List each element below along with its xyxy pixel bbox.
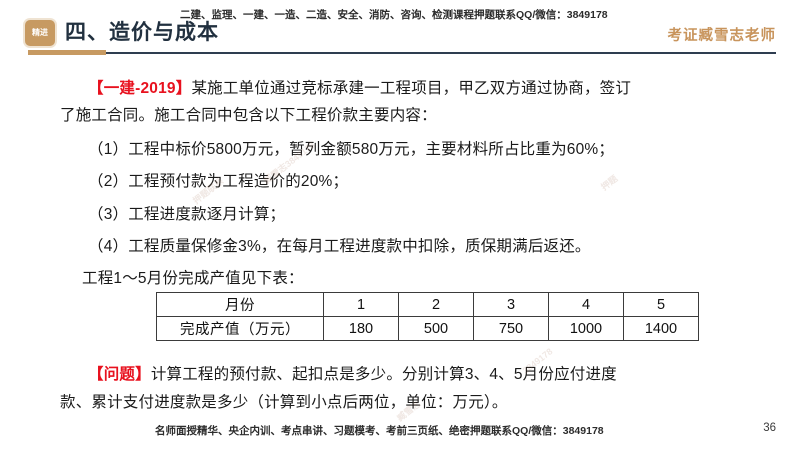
slide-header: 精进 四、造价与成本 二建、监理、一建、一造、二造、安全、消防、咨询、检测课程押… (0, 0, 800, 56)
exam-source-tag: 【一建-2019】 (88, 80, 192, 97)
question-tag: 【问题】 (88, 366, 151, 383)
contract-item-3: （3）工程进度款逐月计算； (88, 206, 286, 223)
teacher-name-label: 考证臧雪志老师 (667, 28, 776, 44)
table-cell-value-1: 180 (323, 316, 399, 341)
footer-promo-text: 名师面授精华、央企内训、考点串讲、习题模考、考前三页纸、绝密押题联系QQ/微信：… (155, 425, 604, 437)
header-divider-accent (28, 50, 106, 55)
output-value-table: 月份 1 2 3 4 5 完成产值（万元） 180 500 750 1000 1… (156, 292, 699, 341)
brand-logo: 精进 (25, 20, 55, 46)
question-prompt-line-1: 【问题】计算工程的预付款、起扣点是多少。分别计算3、4、5月份应付进度 (88, 361, 617, 388)
slide-body: 【一建-2019】某施工单位通过竞标承建一工程项目，甲乙双方通过协商，签订 了施… (0, 56, 800, 423)
question-intro-text-1: 某施工单位通过竞标承建一工程项目，甲乙双方通过协商，签订 (191, 80, 632, 97)
table-row: 完成产值（万元） 180 500 750 1000 1400 (156, 316, 699, 341)
header-divider (28, 52, 776, 54)
table-caption: 工程1～5月份完成产值见下表： (82, 270, 304, 287)
table-cell-value-5: 1400 (623, 316, 699, 341)
table-cell-value-3: 750 (473, 316, 549, 341)
page-title: 四、造价与成本 (65, 21, 219, 44)
table-cell-month-3: 3 (473, 292, 549, 317)
page-number: 36 (763, 422, 776, 434)
table-row: 月份 1 2 3 4 5 (156, 292, 699, 317)
question-intro-line-2: 了施工合同。施工合同中包含以下工程价款主要内容： (60, 107, 437, 124)
slide-footer: 名师面授精华、央企内训、考点串讲、习题模考、考前三页纸、绝密押题联系QQ/微信：… (0, 418, 800, 450)
table-cell-month-4: 4 (548, 292, 624, 317)
header-promo-text: 二建、监理、一建、一造、二造、安全、消防、咨询、检测课程押题联系QQ/微信：38… (180, 9, 608, 21)
table-cell-value-2: 500 (398, 316, 474, 341)
table-cell-month-2: 2 (398, 292, 474, 317)
table-cell-value-4: 1000 (548, 316, 624, 341)
table-cell-month-5: 5 (623, 292, 699, 317)
question-prompt-text-1: 计算工程的预付款、起扣点是多少。分别计算3、4、5月份应付进度 (150, 366, 617, 383)
question-prompt-line-2: 款、累计支付进度款是多少（计算到小点后两位，单位：万元）。 (60, 394, 508, 411)
contract-item-1: （1）工程中标价5800万元，暂列金额580万元，主要材料所占比重为60%； (88, 141, 615, 158)
table-cell-month-1: 1 (323, 292, 399, 317)
contract-item-2: （2）工程预付款为工程造价的20%； (88, 173, 349, 190)
table-row-label-month: 月份 (156, 292, 324, 317)
question-intro-line-1: 【一建-2019】某施工单位通过竞标承建一工程项目，甲乙双方通过协商，签订 (88, 75, 631, 102)
watermark-text: 押题 (599, 173, 620, 193)
table-row-label-output: 完成产值（万元） (156, 316, 324, 341)
contract-item-4: （4）工程质量保修金3%，在每月工程进度款中扣除，质保期满后返还。 (88, 238, 591, 255)
brand-logo-label: 精进 (32, 28, 48, 37)
